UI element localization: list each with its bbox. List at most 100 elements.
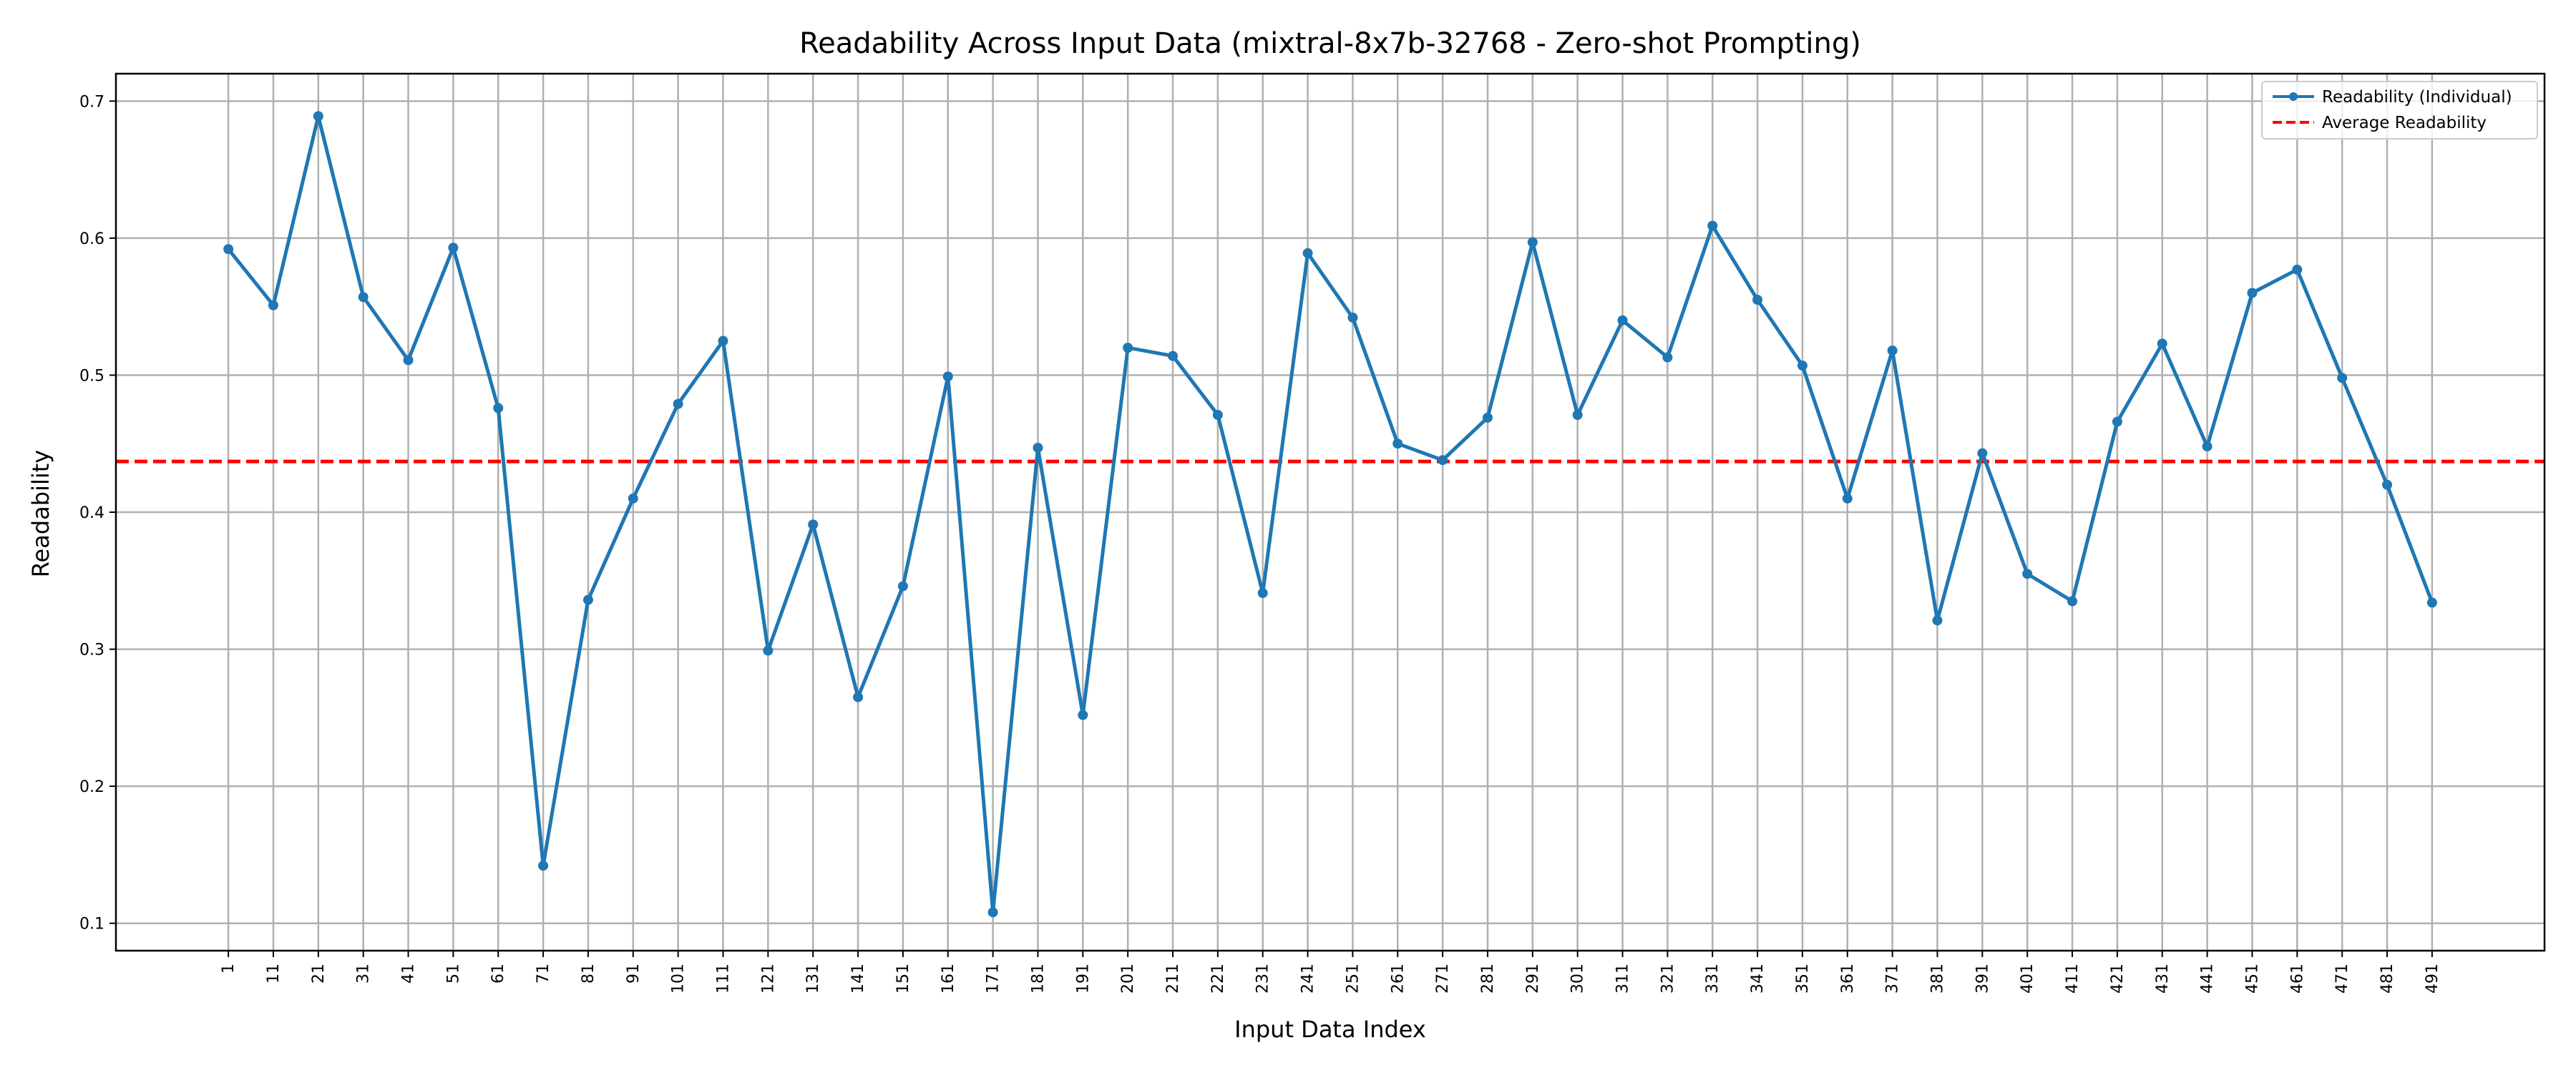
data-point <box>1168 351 1179 361</box>
y-tick-label: 0.7 <box>79 93 104 111</box>
data-point <box>268 300 278 310</box>
x-tick-label: 281 <box>1479 964 1497 994</box>
x-tick-label: 251 <box>1344 964 1362 994</box>
y-tick-label: 0.1 <box>79 916 104 934</box>
legend-label-average: Average Readability <box>2322 114 2487 132</box>
x-tick-label: 111 <box>715 964 733 994</box>
data-point <box>1797 361 1807 371</box>
data-point <box>403 355 414 366</box>
data-point <box>2292 264 2303 275</box>
x-tick-label: 21 <box>310 964 328 984</box>
x-tick-label: 301 <box>1569 964 1587 994</box>
x-tick-label: 51 <box>444 964 462 984</box>
x-tick-label: 461 <box>2288 964 2306 994</box>
data-point <box>897 581 908 592</box>
data-point <box>1482 412 1493 423</box>
x-tick-label: 221 <box>1209 964 1227 994</box>
data-point <box>582 594 593 605</box>
x-tick-label: 331 <box>1704 964 1722 994</box>
x-tick-label: 131 <box>804 964 822 994</box>
data-point <box>628 493 638 504</box>
x-tick-label: 451 <box>2243 964 2261 994</box>
data-point <box>1887 345 1898 356</box>
data-point <box>2247 288 2258 298</box>
x-tick-label: 371 <box>1884 964 1902 994</box>
readability-line <box>227 114 2434 914</box>
data-point <box>493 403 504 413</box>
grid <box>116 74 2545 951</box>
x-axis-label: Input Data Index <box>1234 1016 1426 1043</box>
data-point <box>538 861 549 871</box>
x-tick-label: 11 <box>265 964 283 984</box>
data-point <box>1707 220 1718 231</box>
x-tick-label: 291 <box>1524 964 1542 994</box>
data-point <box>853 692 864 702</box>
x-tick-label: 241 <box>1299 964 1317 994</box>
legend-label-individual: Readability (Individual) <box>2322 88 2512 107</box>
x-tick-label: 231 <box>1254 964 1272 994</box>
data-point <box>448 242 459 253</box>
x-tick-label: 141 <box>849 964 867 994</box>
x-tick-label: 271 <box>1434 964 1452 994</box>
x-tick-label: 171 <box>985 964 1002 994</box>
x-tick-label: 341 <box>1749 964 1767 994</box>
data-point <box>1932 615 1943 626</box>
x-tick-label: 151 <box>894 964 912 994</box>
x-tick-label: 391 <box>1974 964 1991 994</box>
data-point <box>1123 343 1133 353</box>
data-point <box>1572 409 1583 420</box>
data-point <box>2022 569 2033 579</box>
legend: Readability (Individual) Average Readabi… <box>2261 81 2538 139</box>
data-point <box>1347 312 1358 323</box>
x-tick-label: 31 <box>355 964 373 984</box>
x-tick-label: 121 <box>759 964 777 994</box>
data-point <box>1212 409 1223 420</box>
data-point <box>942 371 953 382</box>
x-tick-label: 481 <box>2379 964 2396 994</box>
x-tick-label: 351 <box>1794 964 1812 994</box>
data-point <box>2202 441 2212 452</box>
data-point <box>358 292 369 303</box>
x-tick-label: 421 <box>2109 964 2127 994</box>
x-tick-label: 431 <box>2154 964 2172 994</box>
data-point <box>1392 438 1403 449</box>
data-point <box>2382 479 2393 490</box>
data-point <box>223 244 234 255</box>
x-tick-label: 81 <box>580 964 597 984</box>
data-point <box>313 111 323 122</box>
data-point <box>673 398 683 409</box>
y-tick-label: 0.5 <box>79 367 104 385</box>
y-axis-ticks: 0.1 0.2 0.3 0.4 0.5 0.6 0.7 <box>79 93 116 934</box>
y-axis-label: Readability <box>27 450 54 577</box>
data-point <box>1078 710 1088 720</box>
legend-marker-individual <box>2289 92 2298 101</box>
x-tick-label: 71 <box>535 964 552 984</box>
legend-box <box>2261 81 2538 139</box>
x-tick-label: 491 <box>2424 964 2441 994</box>
data-point <box>1033 442 1043 453</box>
chart-title: Readability Across Input Data (mixtral-8… <box>799 27 1861 60</box>
y-tick-label: 0.3 <box>79 642 104 660</box>
x-tick-label: 261 <box>1389 964 1407 994</box>
data-point <box>1752 295 1763 305</box>
data-point <box>2112 416 2122 427</box>
x-tick-label: 361 <box>1839 964 1857 994</box>
y-tick-label: 0.2 <box>79 778 104 796</box>
series-layer <box>223 111 2437 918</box>
data-point <box>2337 373 2348 383</box>
data-point <box>808 519 819 530</box>
x-tick-label: 411 <box>2064 964 2082 994</box>
x-tick-label: 311 <box>1614 964 1632 994</box>
data-point <box>1617 315 1628 325</box>
data-point <box>1977 448 1988 459</box>
data-point <box>1527 237 1538 248</box>
data-point <box>1662 352 1673 363</box>
x-tick-label: 471 <box>2333 964 2351 994</box>
x-tick-label: 381 <box>1929 964 1947 994</box>
data-point <box>763 645 774 656</box>
y-tick-label: 0.6 <box>79 230 104 248</box>
data-point <box>2426 597 2437 608</box>
x-tick-label: 91 <box>625 964 643 984</box>
